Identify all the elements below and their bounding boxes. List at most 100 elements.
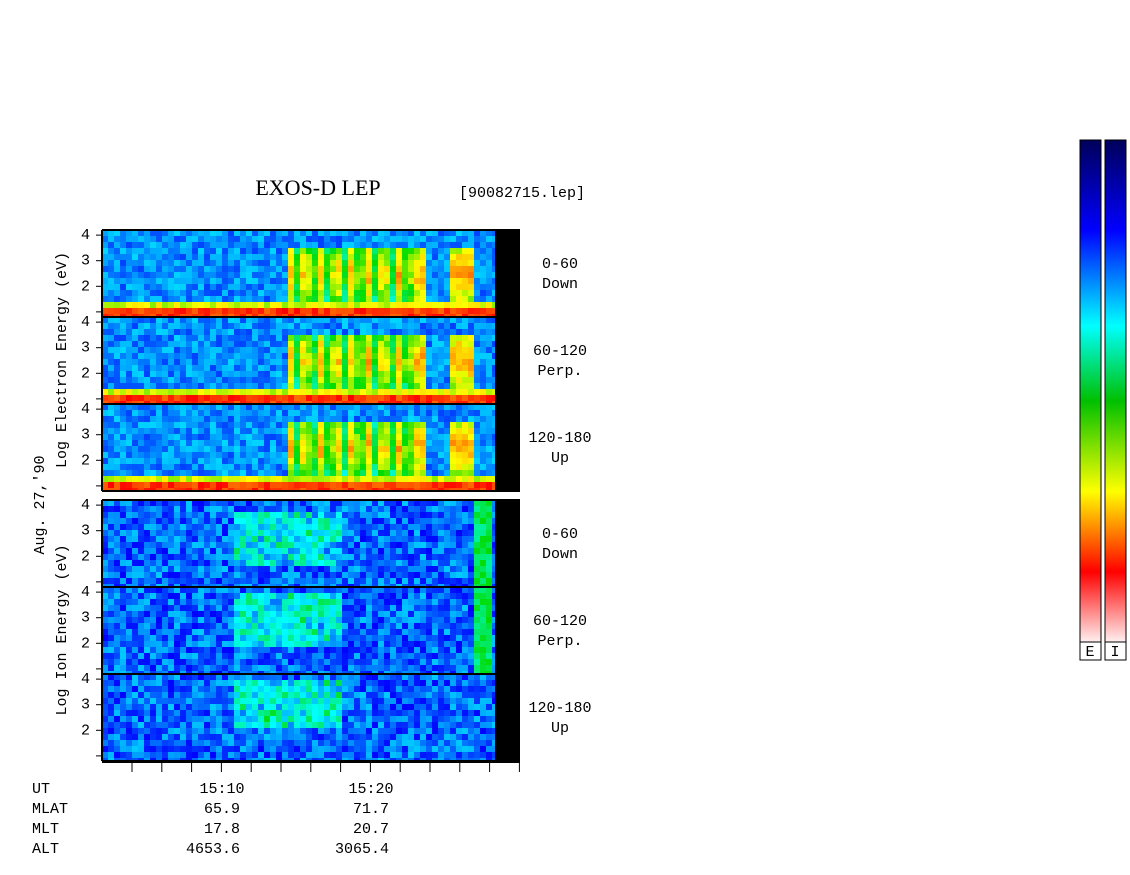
spectrogram-cell <box>486 440 492 446</box>
spectrogram-cell <box>210 230 216 236</box>
spectrogram-cell <box>366 530 372 536</box>
spectrogram-cell <box>390 416 396 422</box>
spectrogram-cell <box>306 323 312 329</box>
spectrogram-cell <box>420 404 426 410</box>
spectrogram-cell <box>276 401 282 404</box>
spectrogram-cell <box>318 653 324 659</box>
spectrogram-cell <box>216 416 222 422</box>
spectrogram-cell <box>480 422 486 428</box>
spectrogram-cell <box>192 446 198 452</box>
spectrogram-cell <box>126 371 132 377</box>
spectrogram-cell <box>192 290 198 296</box>
spectrogram-cell <box>246 506 252 512</box>
spectrogram-cell <box>264 359 270 365</box>
spectrogram-cell <box>396 560 402 566</box>
spectrogram-cell <box>318 548 324 554</box>
spectrogram-cell <box>102 452 108 458</box>
spectrogram-cell <box>228 524 234 530</box>
spectrogram-cell <box>138 341 144 347</box>
spectrogram-cell <box>138 593 144 599</box>
spectrogram-cell <box>192 383 198 389</box>
spectrogram-cell <box>342 653 348 659</box>
spectrogram-cell <box>456 500 462 506</box>
spectrogram-cell <box>480 371 486 377</box>
spectrogram-cell <box>132 524 138 530</box>
spectrogram-cell <box>468 599 474 605</box>
spectrogram-cell <box>222 308 228 314</box>
spectrogram-cell <box>210 452 216 458</box>
spectrogram-cell <box>378 530 384 536</box>
spectrogram-cell <box>318 542 324 548</box>
spectrogram-cell <box>246 278 252 284</box>
spectrogram-cell <box>240 554 246 560</box>
spectrogram-cell <box>372 530 378 536</box>
spectrogram-cell <box>384 335 390 341</box>
spectrogram-cell <box>330 566 336 572</box>
spectrogram-cell <box>414 548 420 554</box>
spectrogram-cell <box>474 587 480 593</box>
spectrogram-cell <box>462 554 468 560</box>
spectrogram-cell <box>390 389 396 395</box>
spectrogram-cell <box>486 434 492 440</box>
spectrogram-cell <box>366 560 372 566</box>
spectrogram-cell <box>270 230 276 236</box>
spectrogram-cell <box>456 512 462 518</box>
spectrogram-cell <box>192 284 198 290</box>
spectrogram-cell <box>258 506 264 512</box>
spectrogram-cell <box>312 383 318 389</box>
spectrogram-cell <box>480 488 486 491</box>
spectrogram-cell <box>480 410 486 416</box>
spectrogram-cell <box>108 536 114 542</box>
spectrogram-cell <box>312 470 318 476</box>
spectrogram-cell <box>306 254 312 260</box>
spectrogram-cell <box>102 635 108 641</box>
spectrogram-cell <box>252 452 258 458</box>
spectrogram-cell <box>336 428 342 434</box>
spectrogram-cell <box>258 611 264 617</box>
spectrogram-cell <box>468 488 474 491</box>
spectrogram-cell <box>318 329 324 335</box>
spectrogram-cell <box>216 482 222 488</box>
spectrogram-cell <box>402 272 408 278</box>
spectrogram-cell <box>210 488 216 491</box>
spectrogram-cell <box>144 314 150 317</box>
spectrogram-cell <box>450 353 456 359</box>
spectrogram-cell <box>168 248 174 254</box>
spectrogram-cell <box>258 524 264 530</box>
spectrogram-cell <box>492 560 495 566</box>
spectrogram-cell <box>276 464 282 470</box>
spectrogram-cell <box>210 476 216 482</box>
spectrogram-cell <box>126 593 132 599</box>
spectrogram-cell <box>204 506 210 512</box>
spectrogram-cell <box>408 428 414 434</box>
spectrogram-cell <box>354 383 360 389</box>
spectrogram-cell <box>162 323 168 329</box>
spectrogram-cell <box>396 236 402 242</box>
spectrogram-cell <box>318 671 324 674</box>
spectrogram-cell <box>228 518 234 524</box>
spectrogram-cell <box>132 323 138 329</box>
spectrogram-cell <box>264 506 270 512</box>
spectrogram-cell <box>420 323 426 329</box>
spectrogram-cell <box>102 290 108 296</box>
spectrogram-cell <box>156 278 162 284</box>
spectrogram-cell <box>360 605 366 611</box>
spectrogram-cell <box>186 458 192 464</box>
spectrogram-cell <box>384 314 390 317</box>
spectrogram-cell <box>282 470 288 476</box>
spectrogram-cell <box>300 584 306 587</box>
spectrogram-cell <box>186 230 192 236</box>
spectrogram-cell <box>414 335 420 341</box>
spectrogram-cell <box>360 236 366 242</box>
spectrogram-cell <box>210 566 216 572</box>
spectrogram-cell <box>432 236 438 242</box>
spectrogram-cell <box>234 284 240 290</box>
spectrogram-cell <box>258 353 264 359</box>
spectrogram-cell <box>378 230 384 236</box>
spectrogram-cell <box>462 242 468 248</box>
spectrogram-cell <box>258 629 264 635</box>
spectrogram-cell <box>240 335 246 341</box>
spectrogram-cell <box>372 599 378 605</box>
spectrogram-cell <box>306 302 312 308</box>
spectrogram-cell <box>138 641 144 647</box>
